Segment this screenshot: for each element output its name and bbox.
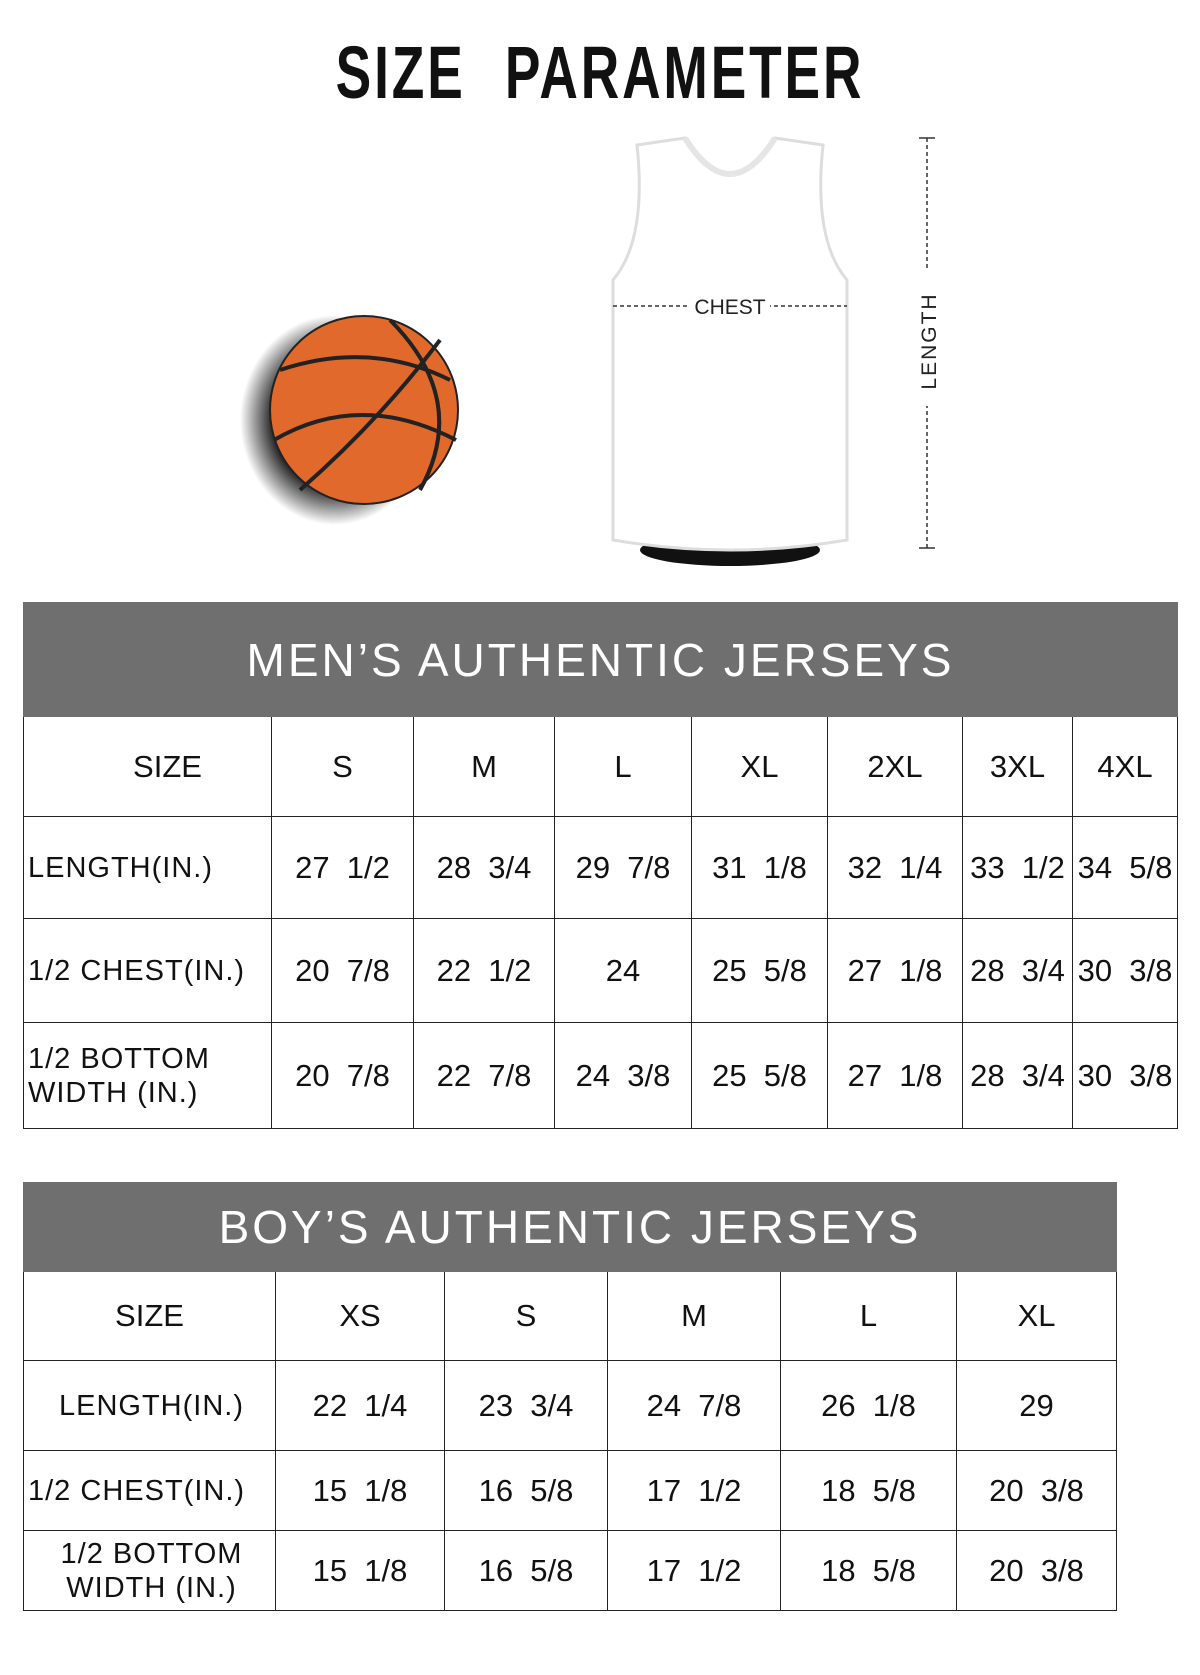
row-label: 1/2 CHEST(IN.)	[23, 918, 272, 1023]
chest-label: CHEST	[694, 296, 765, 319]
cell: 29 7/8	[554, 816, 692, 919]
header-cell: S	[271, 716, 414, 817]
cell: 24 3/8	[554, 1022, 692, 1129]
cell: 32 1/4	[827, 816, 963, 919]
header-cell: 2XL	[827, 716, 963, 817]
table-row: 1/2 BOTTOM WIDTH (IN.) 15 1/8 16 5/8 17 …	[23, 1530, 1118, 1611]
cell: 31 1/8	[691, 816, 828, 919]
cell: 27 1/2	[271, 816, 414, 919]
row-label: LENGTH(IN.)	[23, 816, 272, 919]
row-label: 1/2 BOTTOM WIDTH (IN.)	[23, 1022, 272, 1129]
cell: 25 5/8	[691, 918, 828, 1023]
cell: 34 5/8	[1072, 816, 1178, 919]
cell: 15 1/8	[275, 1450, 445, 1531]
cell: 27 1/8	[827, 918, 963, 1023]
header-cell: L	[554, 716, 692, 817]
cell: 17 1/2	[607, 1450, 781, 1531]
table-row: LENGTH(IN.) 27 1/2 28 3/4 29 7/8 31 1/8 …	[23, 816, 1178, 919]
row-label: LENGTH(IN.)	[23, 1360, 276, 1451]
cell: 22 1/4	[275, 1360, 445, 1451]
cell: 25 5/8	[691, 1022, 828, 1129]
header-cell: S	[444, 1271, 608, 1361]
header-cell: XL	[955, 1271, 1118, 1361]
row-label: 1/2 CHEST(IN.)	[23, 1450, 276, 1531]
cell: 27 1/8	[827, 1022, 963, 1129]
cell: 28 3/4	[962, 918, 1073, 1023]
length-label: LENGTH	[918, 292, 941, 389]
header-cell: M	[413, 716, 555, 817]
cell: 28 3/4	[413, 816, 555, 919]
table-row: 1/2 CHEST(IN.) 15 1/8 16 5/8 17 1/2 18 5…	[23, 1450, 1118, 1531]
header-cell: SIZE	[23, 716, 272, 817]
cell: 26 1/8	[780, 1360, 957, 1451]
boys-size-table: BOY’S AUTHENTIC JERSEYS SIZE XS S M L XL…	[22, 1182, 1118, 1611]
cell: 33 1/2	[962, 816, 1073, 919]
cell: 16 5/8	[444, 1530, 608, 1611]
header-cell: XL	[691, 716, 828, 817]
header-cell: 4XL	[1072, 716, 1178, 817]
length-guide: LENGTH	[915, 137, 941, 549]
table-row: LENGTH(IN.) 22 1/4 23 3/4 24 7/8 26 1/8 …	[23, 1360, 1118, 1451]
jersey-illustration: CHEST	[611, 136, 849, 566]
cell: 24	[554, 918, 692, 1023]
table-row: 1/2 CHEST(IN.) 20 7/8 22 1/2 24 25 5/8 2…	[23, 918, 1178, 1023]
header-cell: M	[607, 1271, 781, 1361]
header-cell: XS	[275, 1271, 445, 1361]
cell: 20 3/8	[955, 1530, 1118, 1611]
cell: 29	[955, 1360, 1118, 1451]
cell: 20 7/8	[271, 1022, 414, 1129]
boys-table-title: BOY’S AUTHENTIC JERSEYS	[22, 1182, 1118, 1272]
cell: 30 3/8	[1072, 1022, 1178, 1129]
basketball-icon	[240, 315, 459, 525]
mens-size-table: MEN’S AUTHENTIC JERSEYS SIZE S M L XL 2X…	[23, 602, 1178, 1129]
cell: 20 7/8	[271, 918, 414, 1023]
header-cell: SIZE	[23, 1271, 276, 1361]
cell: 18 5/8	[780, 1450, 957, 1531]
cell: 23 3/4	[444, 1360, 608, 1451]
cell: 22 1/2	[413, 918, 555, 1023]
cell: 15 1/8	[275, 1530, 445, 1611]
cell: 16 5/8	[444, 1450, 608, 1531]
header-cell: 3XL	[962, 716, 1073, 817]
header-cell: L	[780, 1271, 957, 1361]
cell: 28 3/4	[962, 1022, 1073, 1129]
cell: 24 7/8	[607, 1360, 781, 1451]
cell: 20 3/8	[955, 1450, 1118, 1531]
cell: 22 7/8	[413, 1022, 555, 1129]
cell: 30 3/8	[1072, 918, 1178, 1023]
cell: 18 5/8	[780, 1530, 957, 1611]
row-label: 1/2 BOTTOM WIDTH (IN.)	[23, 1530, 276, 1611]
page-title: SIZE PARAMETER	[335, 31, 865, 114]
table-row: 1/2 BOTTOM WIDTH (IN.) 20 7/8 22 7/8 24 …	[23, 1022, 1178, 1129]
cell: 17 1/2	[607, 1530, 781, 1611]
mens-table-title: MEN’S AUTHENTIC JERSEYS	[23, 602, 1178, 717]
